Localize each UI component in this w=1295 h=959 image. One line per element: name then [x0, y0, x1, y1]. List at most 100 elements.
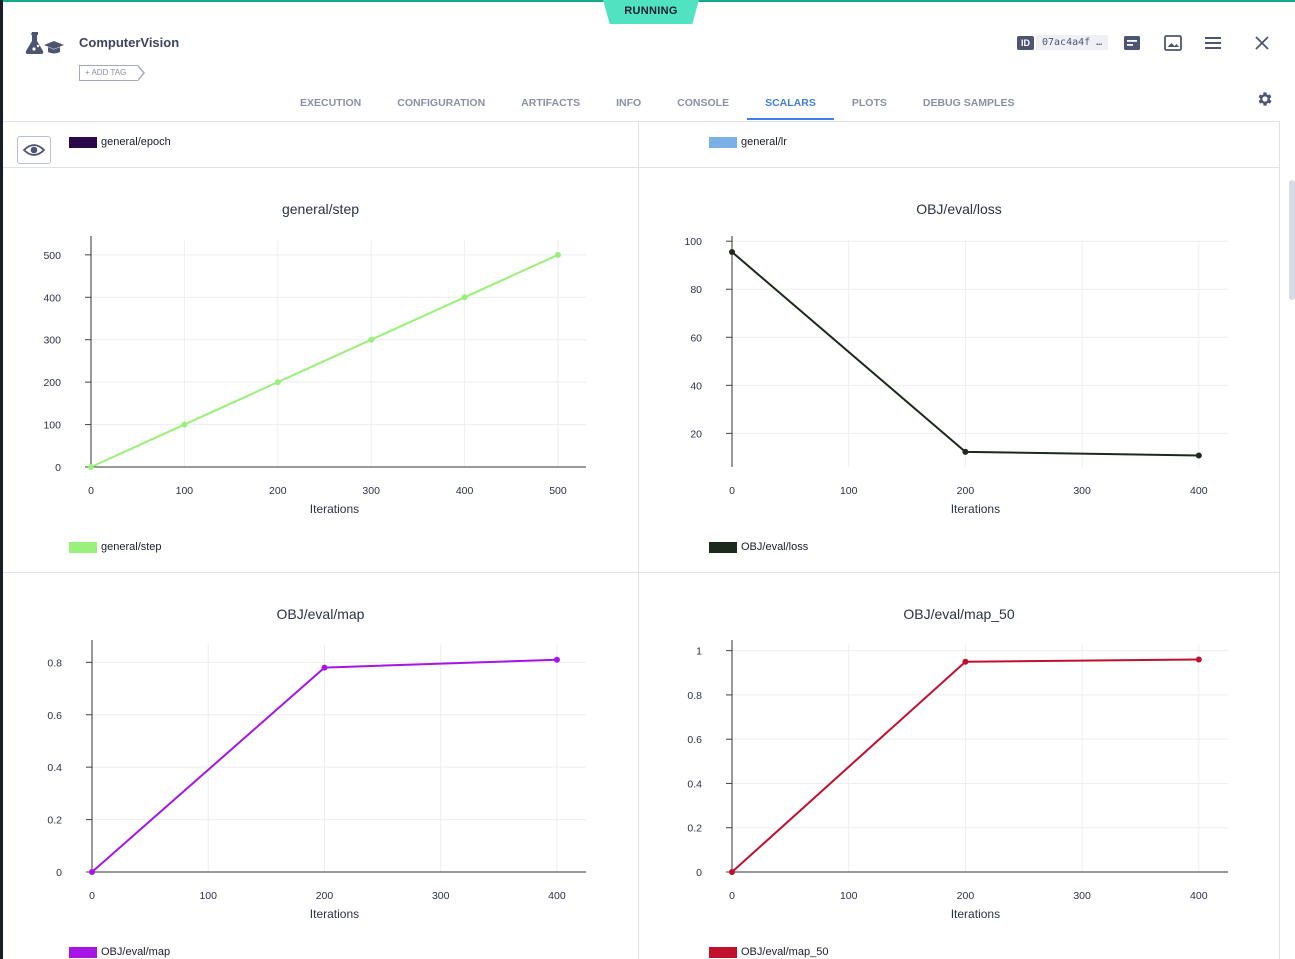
legend-swatch [709, 946, 737, 958]
legend-obj-eval-map-50[interactable]: OBJ/eval/map_50 [709, 946, 828, 958]
legend-swatch [709, 136, 737, 148]
tab-configuration[interactable]: CONFIGURATION [397, 97, 486, 109]
content-divider [3, 121, 1280, 122]
x-tick-label: 500 [549, 485, 567, 497]
x-tick-label: 200 [957, 485, 975, 497]
x-tick-label: 100 [199, 890, 217, 902]
x-tick-label: 0 [729, 890, 735, 902]
tab-info[interactable]: INFO [616, 97, 642, 109]
tab-execution[interactable]: EXECUTION [300, 97, 362, 109]
legend-label: general/epoch [101, 136, 171, 148]
settings-gear-icon[interactable] [1256, 90, 1274, 108]
image-icon[interactable] [1163, 33, 1183, 53]
chart-title: OBJ/eval/map_50 [903, 606, 1014, 622]
y-tick-label: 0 [55, 462, 61, 474]
experiment-id-box[interactable]: ID 07ac4a4f … [1017, 35, 1109, 50]
x-axis-label: Iterations [310, 502, 359, 516]
tab-plots[interactable]: PLOTS [851, 97, 887, 109]
data-point [321, 664, 328, 671]
grid-right-border [1279, 122, 1280, 959]
y-tick-label: 100 [684, 236, 702, 248]
legend-label: OBJ/eval/map_50 [741, 946, 829, 958]
y-tick-label: 0.4 [47, 762, 62, 774]
y-tick-label: 0 [56, 867, 62, 879]
x-tick-label: 300 [1073, 485, 1091, 497]
y-tick-label: 0.4 [687, 778, 702, 790]
id-label: ID [1017, 35, 1034, 50]
legend-obj-eval-map[interactable]: OBJ/eval/map [69, 946, 170, 958]
grid-vertical-divider [638, 122, 639, 959]
y-tick-label: 1 [696, 646, 702, 658]
x-tick-label: 400 [456, 485, 474, 497]
legend-general-epoch[interactable]: general/epoch [69, 136, 171, 148]
legend-swatch [69, 541, 97, 553]
data-point [88, 464, 94, 470]
y-tick-label: 0.6 [47, 710, 62, 722]
y-tick-label: 40 [690, 380, 702, 392]
scrollbar-thumb[interactable] [1289, 180, 1295, 300]
legend-label: OBJ/eval/loss [741, 541, 809, 553]
chart-title: general/step [282, 201, 359, 217]
x-tick-label: 200 [316, 890, 334, 902]
experiment-title: ComputerVision [79, 35, 180, 50]
x-tick-label: 0 [729, 485, 735, 497]
data-point [461, 294, 468, 301]
chart-obj-eval-map-50: OBJ/eval/map_50 0 100 200 300 400 0 0.2 0.4 0.6 0.… [687, 606, 1228, 921]
y-tick-label: 0.6 [687, 734, 702, 746]
visibility-toggle-button[interactable] [17, 136, 51, 164]
legend-label: OBJ/eval/map [101, 946, 171, 958]
x-axis-label: Iterations [951, 502, 1000, 516]
data-point [274, 379, 281, 386]
tab-artifacts[interactable]: ARTIFACTS [521, 97, 581, 109]
details-icon[interactable] [1122, 33, 1142, 53]
data-point [962, 448, 969, 455]
chart-obj-eval-loss: OBJ/eval/loss 0 100 200 300 400 20 40 60 80 100 Ite… [684, 201, 1228, 516]
y-tick-label: 80 [690, 284, 702, 296]
data-point [1195, 452, 1202, 459]
y-tick-label: 0.2 [687, 823, 702, 835]
x-tick-label: 300 [362, 485, 380, 497]
legend-general-lr[interactable]: general/lr [709, 136, 787, 148]
x-tick-label: 400 [1190, 485, 1208, 497]
y-tick-label: 400 [43, 292, 61, 304]
legend-general-step[interactable]: general/step [69, 541, 162, 553]
y-tick-label: 500 [43, 250, 61, 262]
tab-bar: EXECUTION CONFIGURATION ARTIFACTS INFO C… [282, 90, 1032, 120]
grid-divider-2 [3, 572, 1280, 573]
legend-swatch [69, 946, 97, 958]
x-axis-label: Iterations [310, 907, 359, 921]
close-icon[interactable] [1252, 33, 1272, 53]
x-tick-label: 100 [840, 890, 858, 902]
x-axis-label: Iterations [951, 907, 1000, 921]
data-point [181, 421, 188, 428]
x-tick-label: 100 [840, 485, 858, 497]
tab-console[interactable]: CONSOLE [677, 97, 730, 109]
x-tick-label: 400 [548, 890, 566, 902]
chart-general-step: general/step 0 100 200 300 400 500 0 100 200 300 40… [43, 201, 586, 516]
legend-label: general/step [101, 541, 162, 553]
left-edge-bar [0, 0, 3, 959]
chart-obj-eval-map: OBJ/eval/map 0 100 200 300 400 0 0.2 0.4 0.6 0.8 It… [47, 606, 586, 921]
id-value[interactable]: 07ac4a4f … [1036, 35, 1109, 50]
y-tick-label: 20 [690, 428, 702, 440]
tab-debug-samples[interactable]: DEBUG SAMPLES [922, 97, 1015, 109]
data-point [89, 869, 95, 875]
y-tick-label: 300 [43, 335, 61, 347]
status-badge: RUNNING [603, 0, 699, 24]
menu-icon[interactable] [1203, 33, 1223, 53]
x-tick-label: 0 [89, 890, 95, 902]
data-point [1195, 656, 1202, 663]
add-tag-button[interactable]: + ADD TAG [79, 65, 146, 81]
x-tick-label: 0 [88, 485, 94, 497]
tab-scalars[interactable]: SCALARS [747, 90, 834, 120]
y-tick-label: 0 [696, 867, 702, 879]
data-point [553, 656, 560, 663]
y-tick-label: 0.8 [47, 657, 62, 669]
legend-obj-eval-loss[interactable]: OBJ/eval/loss [709, 541, 808, 553]
eye-icon [22, 144, 46, 156]
chart-title: OBJ/eval/loss [916, 201, 1002, 217]
data-point [729, 249, 735, 256]
x-tick-label: 300 [1073, 890, 1091, 902]
series-line [90, 253, 559, 468]
x-tick-label: 200 [269, 485, 287, 497]
